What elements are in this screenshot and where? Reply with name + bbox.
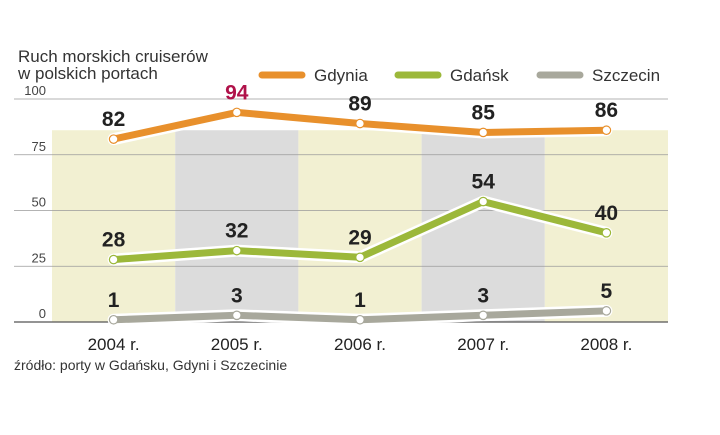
data-point bbox=[478, 127, 488, 138]
source-note: źródło: porty w Gdańsku, Gdyni i Szczeci… bbox=[14, 357, 287, 373]
data-label: 86 bbox=[595, 99, 618, 122]
data-label: 32 bbox=[225, 220, 248, 243]
chart-title-line-1: Ruch morskich cruiserów bbox=[18, 47, 209, 66]
data-label: 1 bbox=[354, 289, 366, 312]
x-tick-label: 2005 r. bbox=[211, 335, 263, 354]
legend: Gdynia Gdańsk Szczecin bbox=[258, 66, 660, 85]
y-tick-label: 100 bbox=[24, 83, 46, 98]
data-label: 40 bbox=[595, 202, 618, 225]
data-point bbox=[232, 310, 242, 321]
data-point bbox=[108, 314, 119, 325]
y-tick-label: 25 bbox=[32, 250, 46, 265]
data-label: 1 bbox=[108, 289, 120, 312]
legend-label: Gdańsk bbox=[450, 66, 509, 85]
legend-label: Gdynia bbox=[314, 66, 368, 85]
data-point bbox=[601, 125, 612, 136]
series-lines bbox=[107, 106, 613, 326]
data-point bbox=[108, 134, 119, 144]
column-band-1 bbox=[175, 130, 299, 322]
data-point bbox=[601, 306, 612, 316]
data-labels: 82 94 89 85 86 28 32 29 54 40 1 3 1 3 5 bbox=[102, 81, 618, 311]
data-label: 3 bbox=[231, 284, 243, 307]
x-tick-label: 2007 r. bbox=[457, 335, 509, 354]
data-label: 54 bbox=[472, 171, 496, 194]
y-tick-label: 75 bbox=[32, 139, 46, 154]
data-label: 89 bbox=[348, 93, 371, 116]
data-label: 82 bbox=[102, 108, 125, 131]
legend-label: Szczecin bbox=[592, 66, 660, 85]
data-point bbox=[232, 245, 242, 256]
column-band-0 bbox=[52, 130, 176, 322]
data-label: 28 bbox=[102, 229, 126, 252]
data-label: 94 bbox=[225, 81, 249, 104]
column-band-2 bbox=[298, 130, 422, 322]
data-point bbox=[601, 228, 612, 238]
data-point bbox=[232, 107, 242, 118]
data-point bbox=[355, 118, 365, 129]
data-point bbox=[355, 314, 365, 325]
data-point bbox=[355, 252, 365, 263]
data-label: 85 bbox=[472, 101, 496, 124]
data-label: 5 bbox=[601, 280, 613, 303]
data-point bbox=[478, 196, 488, 207]
y-tick-label: 0 bbox=[39, 306, 46, 321]
y-tick-label: 50 bbox=[32, 195, 46, 210]
y-axis-ticks: 0 25 50 75 100 bbox=[24, 83, 46, 321]
data-label: 3 bbox=[477, 284, 489, 307]
chart-title-line-2: w polskich portach bbox=[17, 64, 158, 83]
data-label: 29 bbox=[348, 226, 371, 249]
data-point bbox=[478, 310, 488, 321]
x-tick-label: 2008 r. bbox=[580, 335, 632, 354]
x-axis-ticks: 2004 r. 2005 r. 2006 r. 2007 r. 2008 r. bbox=[88, 335, 633, 354]
x-tick-label: 2004 r. bbox=[88, 335, 140, 354]
data-point bbox=[108, 254, 119, 265]
x-tick-label: 2006 r. bbox=[334, 335, 386, 354]
